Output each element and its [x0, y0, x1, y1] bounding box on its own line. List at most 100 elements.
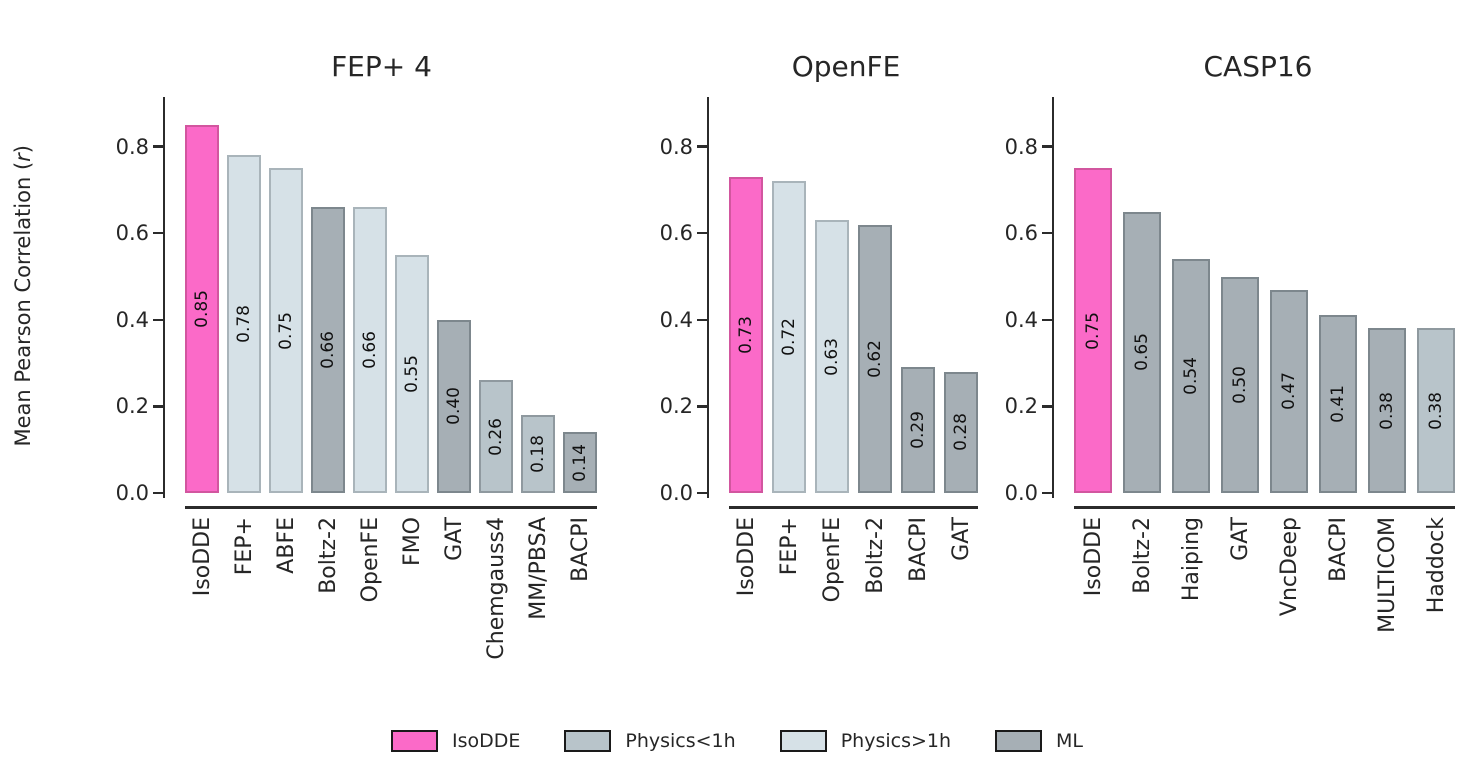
bar-chemgauss4: 0.26	[479, 380, 513, 493]
bar-gat: 0.28	[944, 371, 978, 493]
y-axis-label-r: r	[11, 153, 35, 163]
x-tick-labels: IsoDDE Boltz-2 Haiping GAT VncDeep BACPI MULTI…	[1074, 517, 1455, 697]
x-axis-line	[729, 506, 978, 509]
x-tick-label-wrap: BACPI	[1319, 517, 1357, 582]
bar-value-label: 0.38	[1426, 391, 1446, 430]
bar-boltz-2: 0.62	[858, 224, 892, 493]
x-tick-label: BACPI	[905, 517, 931, 582]
bar-value-label: 0.29	[908, 411, 928, 450]
y-tick-mark	[153, 405, 163, 408]
x-tick-label: FEP+	[776, 517, 802, 576]
x-axis-line	[1074, 506, 1455, 509]
bars-container: 0.75 0.65 0.54 0.50 0.47 0.41 0.38 0.38	[1074, 168, 1455, 493]
panel-casp16: CASP16 0.75 0.65 0.54 0.50 0.47 0.41 0.38 0.38 …	[1005, 50, 1464, 633]
y-axis-label-suffix: )	[11, 145, 35, 154]
bar-boltz-2: 0.66	[311, 207, 345, 493]
x-tick-label-wrap: Boltz-2	[311, 517, 345, 594]
x-tick-label-wrap: Haddock	[1417, 517, 1455, 613]
x-tick-label-wrap: FEP+	[227, 517, 261, 575]
y-tick-mark	[697, 491, 707, 495]
bar-fep-: 0.72	[772, 181, 806, 493]
x-axis-line	[185, 506, 597, 509]
x-tick-label: VncDeep	[1276, 517, 1302, 617]
x-tick-label-wrap: GAT	[1221, 517, 1259, 561]
legend-label: Physics>1h	[840, 730, 952, 752]
bar-value-label: 0.41	[1328, 385, 1348, 424]
bar-haiping: 0.54	[1172, 259, 1210, 493]
x-tick-label-wrap: GAT	[944, 517, 978, 561]
y-tick-label: 0.0	[659, 481, 693, 505]
x-tick-label-wrap: BACPI	[563, 517, 597, 582]
bar-boltz-2: 0.65	[1123, 211, 1161, 493]
bar-bacpi: 0.14	[563, 432, 597, 493]
y-tick-mark	[1042, 405, 1052, 408]
bar-bacpi: 0.41	[1319, 315, 1357, 493]
bars-container: 0.85 0.78 0.75 0.66 0.66 0.55 0.40 0.26 0.18 0.14	[185, 124, 597, 493]
x-tick-label-wrap: Boltz-2	[1123, 517, 1161, 594]
x-tick-label: OpenFE	[357, 517, 383, 603]
x-tick-label: Boltz-2	[1129, 517, 1155, 594]
bar-value-label: 0.54	[1181, 357, 1201, 396]
bar-bacpi: 0.29	[901, 367, 935, 493]
bar-gat: 0.50	[1221, 276, 1259, 493]
y-tick-mark	[1042, 231, 1052, 235]
bar-value-label: 0.40	[444, 387, 464, 426]
panel-title: CASP16	[1203, 50, 1313, 83]
y-tick-label: 0.8	[1004, 134, 1038, 159]
bar-value-label: 0.47	[1279, 372, 1299, 411]
panel-openfe: OpenFE 0.73 0.72 0.63 0.62 0.29 0.28 IsoDDE FE…	[660, 50, 985, 602]
x-tick-label: IsoDDE	[733, 517, 759, 597]
x-tick-label: FEP+	[231, 517, 257, 576]
y-tick-label: 0.0	[115, 481, 149, 505]
y-tick-label: 0.2	[115, 394, 149, 419]
x-tick-label-wrap: BACPI	[901, 517, 935, 582]
bar-haddock: 0.38	[1417, 328, 1455, 493]
x-tick-label-wrap: MM/PBSA	[521, 517, 555, 620]
y-tick-label: 0.4	[1004, 307, 1038, 332]
x-tick-label-wrap: ABFE	[269, 517, 303, 574]
bar-value-label: 0.14	[570, 443, 590, 482]
y-axis-label-prefix: Mean Pearson Correlation (	[11, 162, 35, 447]
x-tick-label: Boltz-2	[315, 517, 341, 594]
legend: IsoDDE Physics<1h Physics>1h ML	[0, 725, 1474, 757]
bar-value-label: 0.72	[779, 318, 799, 357]
legend-label: Physics<1h	[625, 730, 736, 752]
y-tick-mark	[697, 405, 707, 408]
x-tick-label: Chemgauss4	[483, 517, 509, 660]
bar-mm-pbsa: 0.18	[521, 415, 555, 493]
legend-swatch-physics-lt1h	[564, 730, 612, 752]
bar-value-label: 0.78	[234, 305, 254, 344]
panel-title: OpenFE	[791, 50, 901, 83]
bar-isodde: 0.75	[1074, 168, 1112, 493]
panel-fep4: FEP+ 4 0.85 0.78 0.75 0.66 0.66 0.55 0.40 0.26 0…	[116, 50, 600, 660]
y-tick-label: 0.8	[659, 134, 693, 159]
bar-value-label: 0.38	[1377, 391, 1397, 430]
bar-fmo: 0.55	[395, 254, 429, 493]
y-tick-label: 0.4	[115, 307, 149, 332]
bar-value-label: 0.55	[402, 355, 422, 393]
x-tick-label-wrap: FEP+	[772, 517, 806, 575]
bars-container: 0.73 0.72 0.63 0.62 0.29 0.28	[729, 176, 978, 493]
y-tick-mark	[153, 145, 163, 148]
x-tick-label-wrap: MULTICOM	[1368, 517, 1406, 633]
x-tick-label: MULTICOM	[1374, 517, 1400, 633]
x-tick-label: GAT	[1227, 517, 1253, 561]
x-tick-labels: IsoDDE FEP+ ABFE Boltz-2 OpenFE FMO GAT Chemgau…	[185, 517, 597, 697]
legend-swatch-physics-gt1h	[779, 730, 827, 752]
bar-isodde: 0.73	[729, 176, 763, 493]
y-tick-label: 0.8	[115, 134, 149, 159]
y-tick-mark	[153, 231, 163, 235]
y-tick-label: 0.6	[659, 221, 693, 246]
bar-value-label: 0.66	[318, 331, 338, 370]
x-tick-label-wrap: IsoDDE	[185, 517, 219, 596]
legend-swatch-isodde	[390, 730, 438, 752]
legend-item-physics-lt1h: Physics<1h	[564, 730, 736, 752]
x-tick-label-wrap: IsoDDE	[1074, 517, 1112, 596]
legend-swatch-ml	[995, 730, 1043, 752]
bar-value-label: 0.66	[360, 331, 380, 370]
x-tick-label: ABFE	[273, 517, 299, 574]
y-tick-label: 0.2	[1004, 394, 1038, 419]
bar-value-label: 0.85	[192, 290, 212, 328]
bar-abfe: 0.75	[269, 168, 303, 493]
